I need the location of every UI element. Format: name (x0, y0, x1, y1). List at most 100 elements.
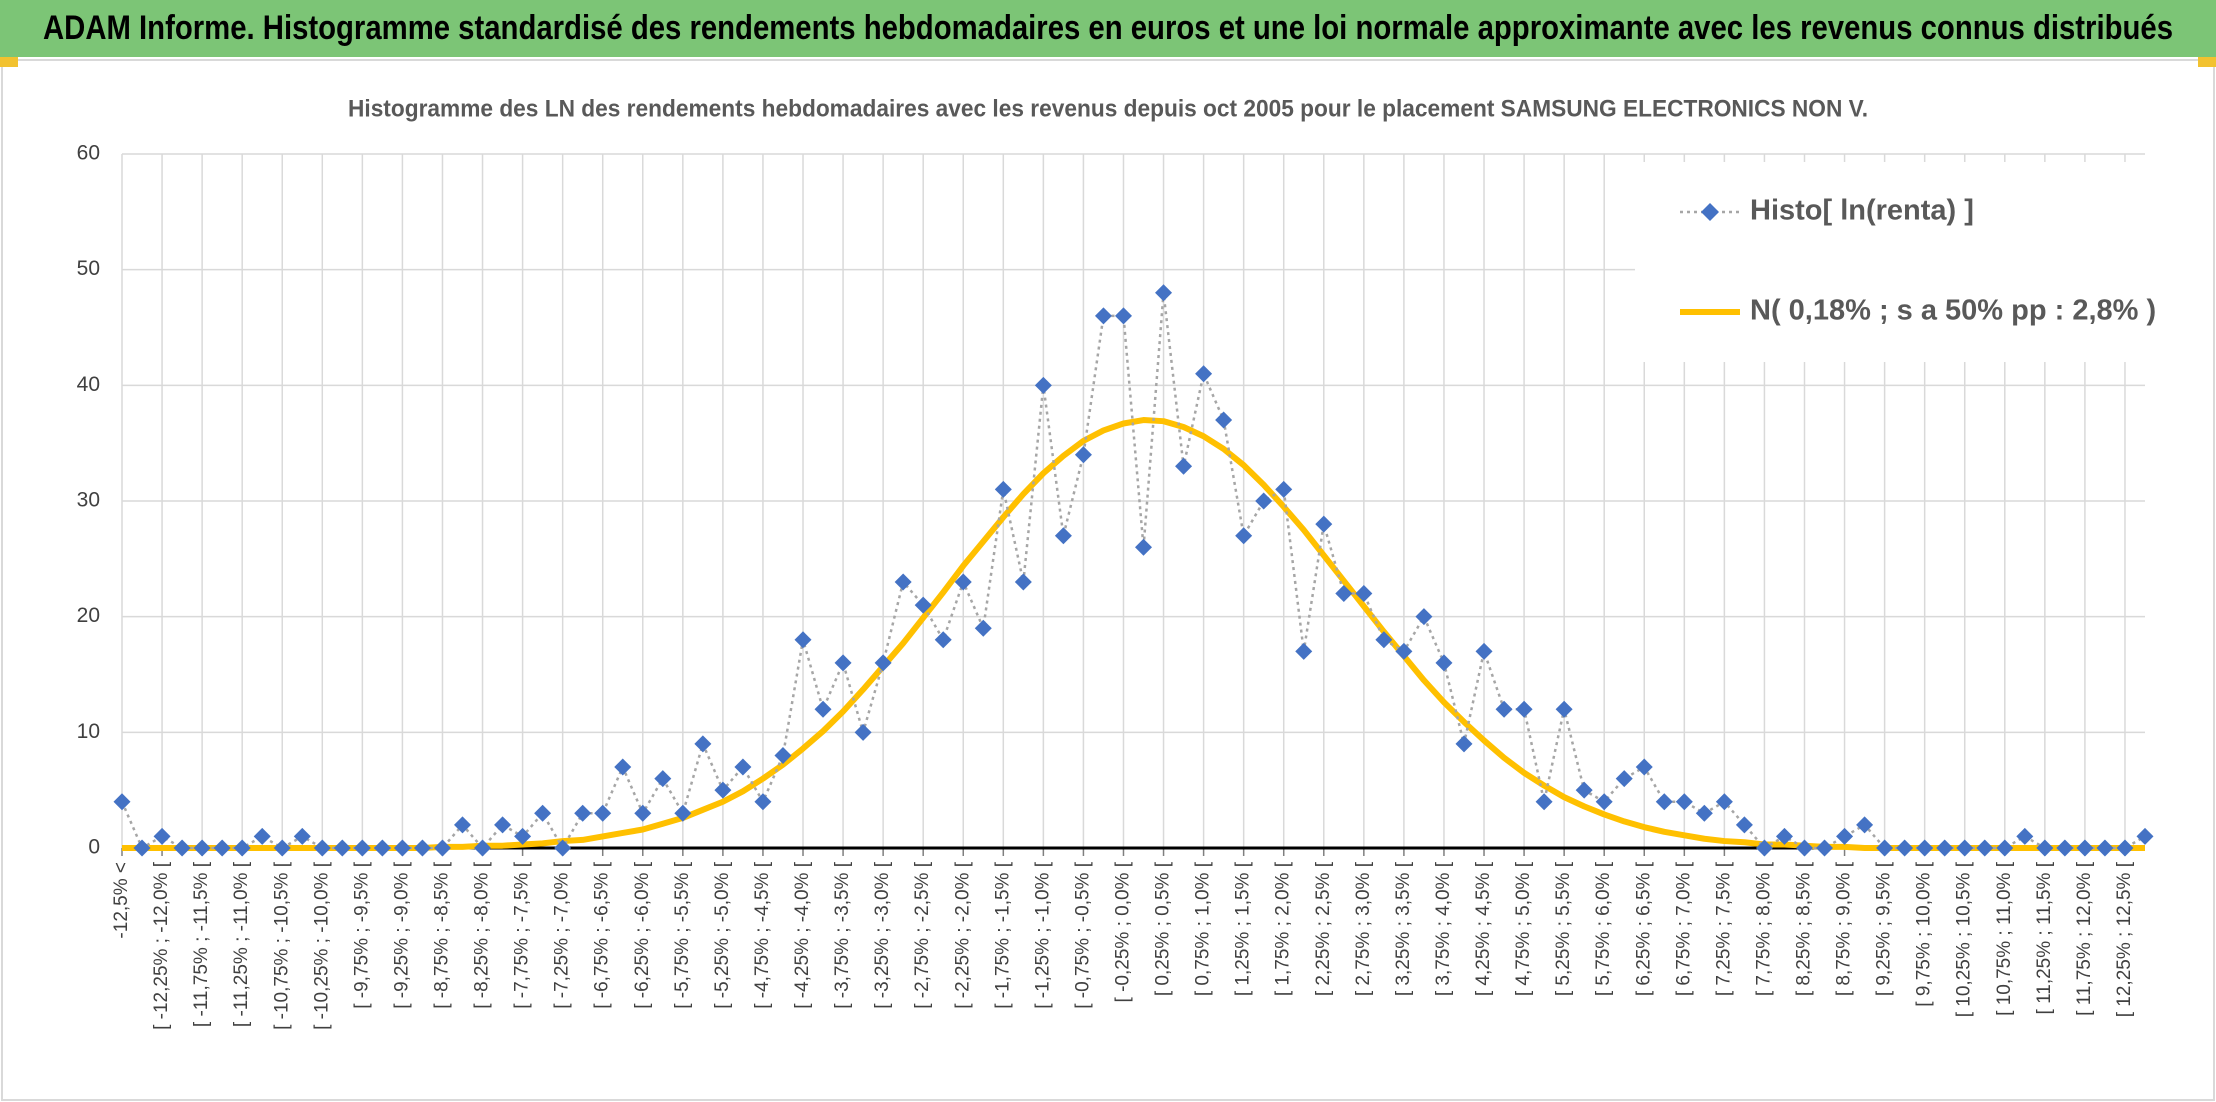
histogram-marker (874, 654, 892, 672)
histogram-marker (153, 827, 171, 845)
y-tick-label: 30 (77, 489, 100, 512)
x-tick-label: [ 11,75% ; 12,0% [ (2074, 861, 2095, 1016)
corner-accent (0, 57, 18, 67)
x-tick-label: [ -4,75% ; -4,5% [ (752, 861, 773, 1009)
y-tick-label: 0 (88, 836, 100, 859)
histogram-marker (1375, 631, 1393, 649)
histogram-marker (1816, 839, 1834, 857)
x-tick-label: [ -2,75% ; -2,5% [ (912, 861, 933, 1009)
x-tick-label: [ -10,25% ; -10,0% [ (311, 861, 332, 1030)
x-tick-label: [ -9,75% ; -9,5% [ (351, 861, 372, 1009)
histogram-marker (1475, 642, 1493, 660)
chart-title: Histogramme des LN des rendements hebdom… (348, 95, 1868, 122)
histogram-marker (393, 839, 411, 857)
x-tick-label: [ 10,75% ; 11,0% [ (1994, 861, 2015, 1016)
histogram-marker (1054, 527, 1072, 545)
x-tick-label: [ -3,25% ; -3,0% [ (872, 861, 893, 1009)
histogram-marker (1515, 700, 1533, 718)
x-tick-label: [ -11,25% ; -11,0% [ (231, 861, 252, 1027)
histogram-marker (574, 804, 592, 822)
histogram-marker (1575, 781, 1593, 799)
x-tick-label: [ 9,75% ; 10,0% [ (1914, 861, 1935, 1006)
x-tick-label: [ 6,25% ; 6,5% [ (1633, 861, 1654, 996)
histogram-marker (1936, 839, 1954, 857)
x-tick-label: [ -5,25% ; -5,0% [ (712, 861, 733, 1009)
histogram-marker (313, 839, 331, 857)
histogram-marker (1335, 585, 1353, 603)
x-tick-label: [ -0,25% ; 0,0% [ (1113, 861, 1134, 1002)
x-tick-label: [ -8,25% ; -8,0% [ (472, 861, 493, 1009)
x-tick-label: [ -0,75% ; -0,5% [ (1072, 861, 1093, 1009)
x-tick-label: [ 3,25% ; 3,5% [ (1393, 861, 1414, 996)
histogram-marker (974, 619, 992, 637)
histogram-marker (854, 723, 872, 741)
histogram-marker (1996, 839, 2014, 857)
histogram-marker (253, 827, 271, 845)
histogram-marker (654, 770, 672, 788)
x-tick-label: [ -1,25% ; -1,0% [ (1032, 861, 1053, 1009)
x-tick-label: [ -8,75% ; -8,5% [ (431, 861, 452, 1009)
x-tick-label: [ -11,75% ; -11,5% [ (191, 861, 212, 1027)
histogram-marker (1735, 816, 1753, 834)
histogram-marker (1255, 492, 1273, 510)
x-tick-label: [ 6,75% ; 7,0% [ (1673, 861, 1694, 996)
histogram-marker (233, 839, 251, 857)
x-tick-label: [ -9,25% ; -9,0% [ (391, 861, 412, 1009)
header-bar (0, 0, 2216, 57)
x-tick-label: [ -6,25% ; -6,0% [ (632, 861, 653, 1009)
histogram-marker (1775, 827, 1793, 845)
histogram-marker (1976, 839, 1994, 857)
histogram-marker (1155, 284, 1173, 302)
histogram-marker (494, 816, 512, 834)
x-tick-label: [ 12,25% ; 12,5% [ (2114, 861, 2135, 1017)
histogram-marker (1195, 365, 1213, 383)
histogram-marker (273, 839, 291, 857)
histogram-marker (1094, 307, 1112, 325)
x-tick-label: [ -4,25% ; -4,0% [ (792, 861, 813, 1009)
histogram-marker (1535, 793, 1553, 811)
x-tick-label: [ 0,25% ; 0,5% [ (1153, 861, 1174, 996)
histogram-marker (1876, 839, 1894, 857)
x-tick-label: [ 1,75% ; 2,0% [ (1273, 861, 1294, 996)
histogram-marker (914, 596, 932, 614)
x-tick-label: [ -12,25% ; -12,0% [ (151, 861, 172, 1030)
histogram-marker (1435, 654, 1453, 672)
histogram-marker (1715, 793, 1733, 811)
histogram-marker (1275, 480, 1293, 498)
histogram-marker (1114, 307, 1132, 325)
histogram-marker (1455, 735, 1473, 753)
corner-accent (2198, 57, 2216, 67)
histogram-marker (213, 839, 231, 857)
y-tick-label: 50 (77, 257, 100, 280)
histogram-marker (754, 793, 772, 811)
x-tick-label: [ 8,75% ; 9,0% [ (1834, 861, 1855, 996)
histogram-marker (2096, 839, 2114, 857)
x-tick-label: [ 2,25% ; 2,5% [ (1313, 861, 1334, 996)
histogram-marker (413, 839, 431, 857)
histogram-marker (1295, 642, 1313, 660)
histogram-marker (1595, 793, 1613, 811)
histogram-marker (934, 631, 952, 649)
histogram-marker (734, 758, 752, 776)
histogram-marker (1836, 827, 1854, 845)
histogram-marker (674, 804, 692, 822)
y-tick-label: 10 (77, 720, 100, 743)
histogram-marker (293, 827, 311, 845)
x-tick-label: [ 9,25% ; 9,5% [ (1874, 861, 1895, 996)
legend-marker (1701, 203, 1719, 221)
histogram-marker (1655, 793, 1673, 811)
x-tick-label: [ 3,75% ; 4,0% [ (1433, 861, 1454, 996)
legend-label: Histo[ ln(renta) ] (1750, 195, 1974, 227)
x-tick-label: [ -6,75% ; -6,5% [ (592, 861, 613, 1009)
x-tick-label: [ 7,25% ; 7,5% [ (1713, 861, 1734, 996)
histogram-marker (1355, 585, 1373, 603)
x-tick-label: [ 8,25% ; 8,5% [ (1794, 861, 1815, 996)
histogram-marker (333, 839, 351, 857)
histogram-marker (1695, 804, 1713, 822)
x-tick-label: [ 10,25% ; 10,5% [ (1954, 861, 1975, 1017)
histogram-marker (794, 631, 812, 649)
histogram-marker (1495, 700, 1513, 718)
histogram-marker (594, 804, 612, 822)
histogram-marker (1675, 793, 1693, 811)
